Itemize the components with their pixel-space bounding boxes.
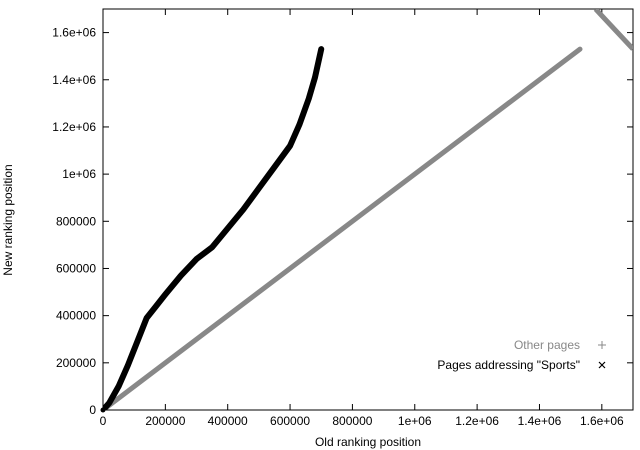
series-sports-pages-point bbox=[240, 207, 246, 212]
series-sports-pages-line bbox=[103, 46, 325, 410]
y-tick-label: 1.2e+06 bbox=[52, 120, 96, 134]
series-sports-pages-point bbox=[296, 122, 302, 128]
series-sports-pages-point bbox=[100, 407, 106, 413]
series-other-pages-segment bbox=[593, 9, 633, 51]
series-sports-pages-point bbox=[306, 96, 312, 102]
series-sports-pages-point bbox=[318, 46, 324, 52]
y-tick-label: 200000 bbox=[56, 356, 96, 370]
series-sports-pages-point bbox=[225, 225, 231, 231]
series-sports-pages-point bbox=[153, 303, 159, 309]
y-tick-label: 1.4e+06 bbox=[52, 73, 96, 87]
series-other-pages-point bbox=[578, 47, 582, 52]
x-tick-label: 400000 bbox=[208, 414, 248, 428]
series-sports-pages-point bbox=[287, 143, 293, 149]
x-tick-label: 600000 bbox=[270, 414, 310, 428]
series-sports-pages-point bbox=[162, 291, 168, 297]
series-sports-pages-point bbox=[271, 164, 277, 170]
series-sports-pages-point bbox=[144, 315, 150, 321]
series-sports-pages-point bbox=[209, 244, 215, 250]
y-tick-label: 0 bbox=[89, 403, 96, 417]
series-sports-pages-point bbox=[317, 53, 323, 59]
series-sports-pages-point bbox=[134, 339, 140, 345]
series-sports-pages-point bbox=[106, 400, 112, 406]
series-sports-pages-point bbox=[125, 362, 131, 368]
plot-frame-group bbox=[102, 8, 634, 411]
series-sports-pages-point bbox=[256, 185, 262, 191]
series-sports-pages-point bbox=[194, 256, 200, 262]
series-group bbox=[100, 9, 633, 413]
y-axis-title: New ranking position bbox=[1, 164, 15, 275]
legend-marker-cross-icon-b bbox=[598, 361, 606, 369]
y-tick-label: 600000 bbox=[56, 261, 96, 275]
x-tick-label: 800000 bbox=[332, 414, 372, 428]
series-other-pages-line bbox=[103, 46, 583, 410]
series-sports-pages-point bbox=[178, 273, 184, 279]
series-sports-pages-point bbox=[312, 74, 318, 80]
y-tick-label: 1e+06 bbox=[62, 167, 96, 181]
y-tick-label: 400000 bbox=[56, 309, 96, 323]
y-tick-label: 800000 bbox=[56, 214, 96, 228]
legend: Other pages Pages addressing "Sports" bbox=[437, 338, 606, 372]
legend-label-other-pages: Other pages bbox=[514, 338, 580, 352]
ticks-group: 0 200000 400000 600000 800000 1e+06 1.2e+06 1.4… bbox=[52, 9, 633, 428]
x-tick-label: 1.6e+06 bbox=[580, 414, 624, 428]
x-tick-label: 200000 bbox=[145, 414, 185, 428]
series-sports-pages-point bbox=[116, 383, 122, 389]
x-tick-label: 0 bbox=[100, 414, 107, 428]
x-tick-label: 1e+06 bbox=[398, 414, 432, 428]
x-tick-label: 1.2e+06 bbox=[455, 414, 499, 428]
x-tick-label: 1.4e+06 bbox=[518, 414, 562, 428]
plot-frame bbox=[102, 8, 634, 411]
x-axis-title: Old ranking position bbox=[315, 435, 421, 449]
legend-label-sports-pages: Pages addressing "Sports" bbox=[437, 358, 580, 372]
y-tick-label: 1.6e+06 bbox=[52, 26, 96, 40]
